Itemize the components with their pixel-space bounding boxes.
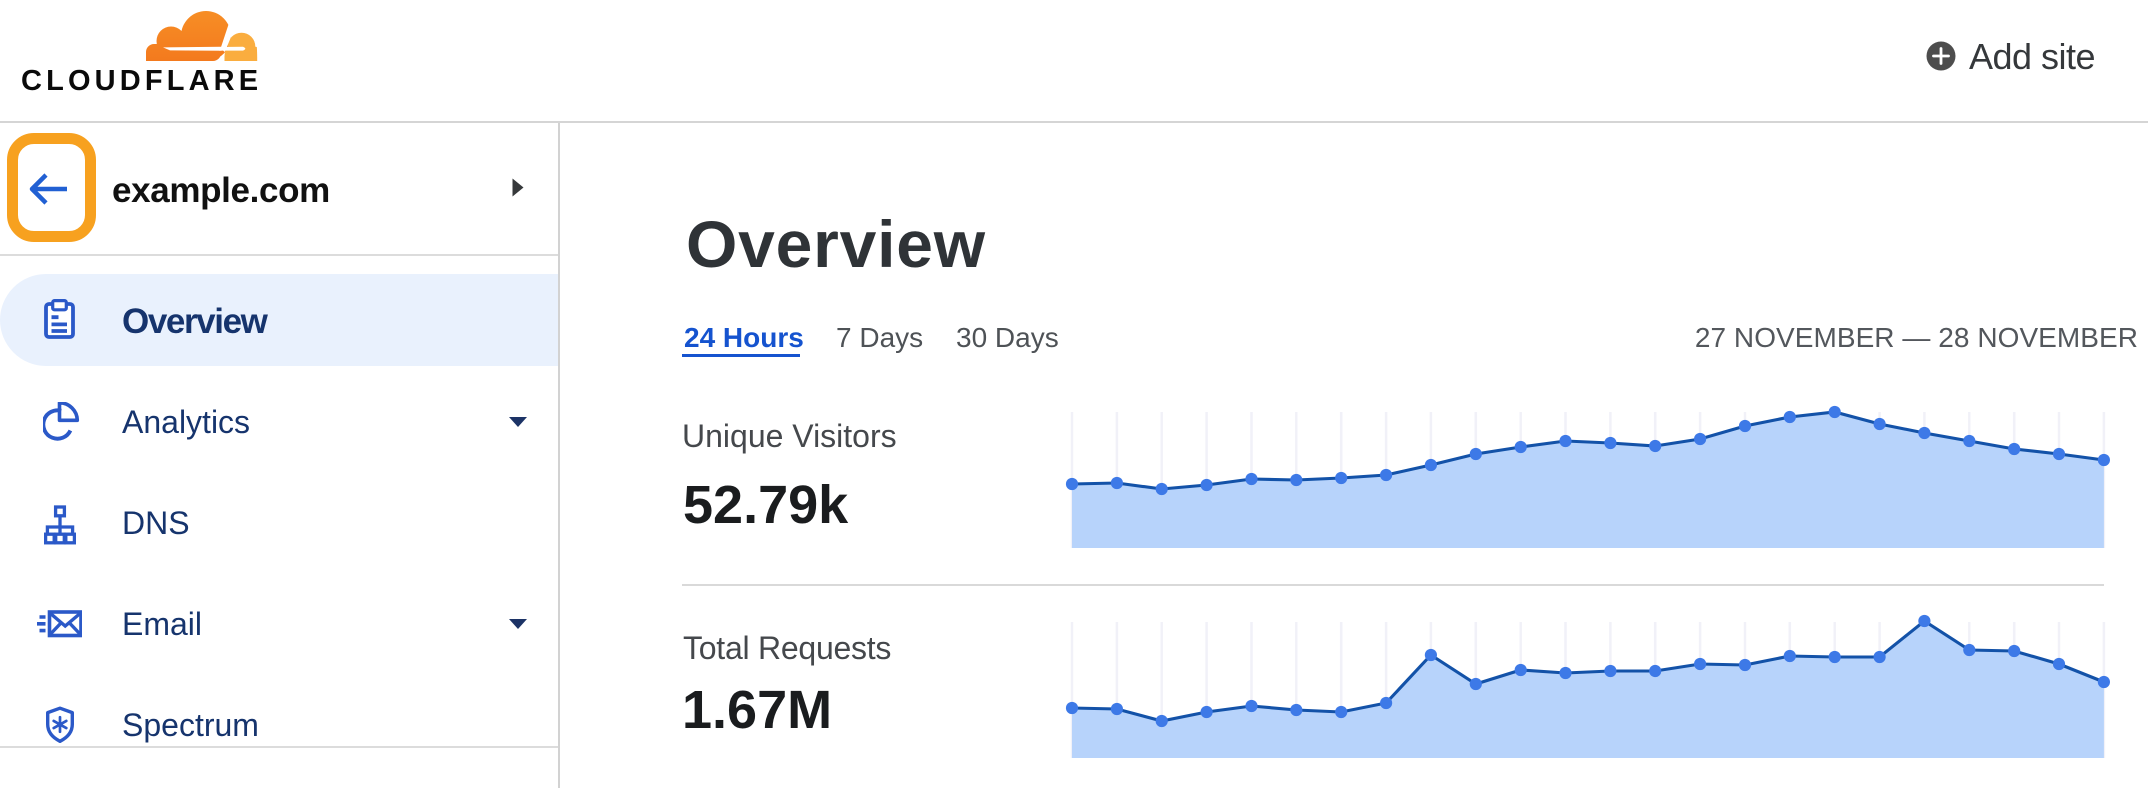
svg-text:CLOUDFLARE: CLOUDFLARE	[21, 65, 262, 97]
